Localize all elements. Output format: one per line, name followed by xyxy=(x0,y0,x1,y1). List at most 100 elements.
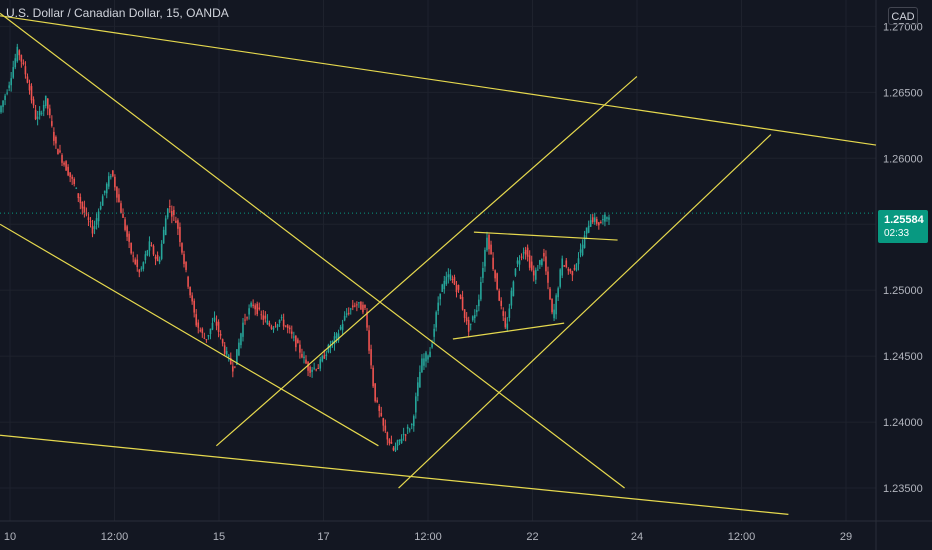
candle-body xyxy=(183,254,185,264)
candle-body xyxy=(138,269,141,273)
candle-body xyxy=(602,219,604,221)
candle-body xyxy=(581,244,584,256)
candle-body xyxy=(469,323,472,325)
candle-body xyxy=(24,66,27,75)
candle-body xyxy=(541,259,543,265)
candle-body xyxy=(278,319,281,324)
candle-body xyxy=(20,55,23,62)
candle-body xyxy=(207,335,210,337)
candle-body xyxy=(415,396,417,413)
candle-body xyxy=(211,322,214,330)
candle-body xyxy=(421,358,423,373)
candle-body xyxy=(201,328,204,334)
candle-body xyxy=(128,233,130,242)
last-price-value: 1.25584 xyxy=(884,214,924,226)
candle-body xyxy=(506,323,509,329)
candle-body xyxy=(539,260,541,265)
trend-line xyxy=(473,231,618,241)
candle-body xyxy=(571,271,574,276)
candle-body xyxy=(236,349,238,365)
candle-body xyxy=(431,344,433,348)
candle-body xyxy=(95,218,98,225)
candle-body xyxy=(528,255,531,268)
candle-body xyxy=(516,260,519,264)
candle-body xyxy=(189,286,191,296)
candle-body xyxy=(335,333,338,339)
time-axis-label: 24 xyxy=(631,531,643,543)
candle-body xyxy=(61,155,63,163)
candle-body xyxy=(508,308,511,318)
candle-body xyxy=(293,336,295,338)
price-axis-label: 1.26500 xyxy=(883,87,923,99)
candle-body xyxy=(473,315,476,319)
candle-body xyxy=(478,299,480,307)
currency-badge[interactable]: CAD xyxy=(888,7,918,25)
candle-body xyxy=(449,274,452,280)
candle-body xyxy=(437,302,439,312)
candle-body xyxy=(402,434,405,436)
candle-body xyxy=(2,100,4,107)
candle-body xyxy=(555,295,557,315)
candle-body xyxy=(587,225,590,233)
candle-body xyxy=(195,314,198,326)
candle-body xyxy=(396,440,399,447)
candle-body xyxy=(545,256,547,272)
candle-body xyxy=(374,383,376,402)
candle-body xyxy=(250,302,252,307)
candle-body xyxy=(303,356,305,359)
candle-body xyxy=(217,321,220,333)
candle-body xyxy=(256,303,259,315)
candle-body xyxy=(327,344,330,353)
trend-line xyxy=(452,322,565,340)
candle-body xyxy=(595,219,598,224)
candle-body xyxy=(10,78,12,86)
candle-body xyxy=(349,308,352,310)
candle-body xyxy=(124,219,126,230)
candle-body xyxy=(12,67,15,78)
candle-body xyxy=(577,258,580,265)
candle-body xyxy=(484,249,486,267)
time-axis-label: 12:00 xyxy=(101,531,129,543)
candle-body xyxy=(51,121,53,126)
candle-body xyxy=(486,237,488,251)
candle-body xyxy=(400,438,403,444)
trend-line xyxy=(398,134,772,489)
candle-body xyxy=(530,261,533,270)
candle-body xyxy=(358,302,360,304)
candle-body xyxy=(425,352,427,362)
candle-body xyxy=(179,226,181,242)
candle-body xyxy=(181,243,183,253)
time-axis-label: 15 xyxy=(213,531,225,543)
candle-body xyxy=(286,325,289,329)
candle-body xyxy=(453,277,456,285)
candle-body xyxy=(297,339,299,344)
candle-body xyxy=(563,265,566,267)
candle-body xyxy=(28,84,31,91)
candle-body xyxy=(205,339,208,341)
candle-body xyxy=(160,243,163,259)
candle-body xyxy=(408,429,411,431)
candle-body xyxy=(53,131,55,141)
candle-body xyxy=(512,281,515,297)
candle-body xyxy=(79,197,82,204)
candle-body xyxy=(148,241,151,251)
candle-body xyxy=(591,217,594,223)
candle-body xyxy=(73,178,76,184)
candle-body xyxy=(604,214,606,222)
candle-body xyxy=(57,149,59,155)
candle-body xyxy=(500,300,503,306)
candle-body xyxy=(240,333,242,346)
candle-body xyxy=(301,354,303,358)
candle-body xyxy=(573,268,576,270)
candle-body xyxy=(107,176,110,187)
candle-body xyxy=(38,111,41,116)
time-axis-label: 10 xyxy=(4,531,16,543)
candle-body xyxy=(441,284,444,292)
candle-body xyxy=(16,46,19,62)
candle-body xyxy=(197,322,200,328)
time-axis-label: 12:00 xyxy=(414,531,442,543)
trend-line xyxy=(0,223,379,447)
candle-body xyxy=(547,271,549,283)
